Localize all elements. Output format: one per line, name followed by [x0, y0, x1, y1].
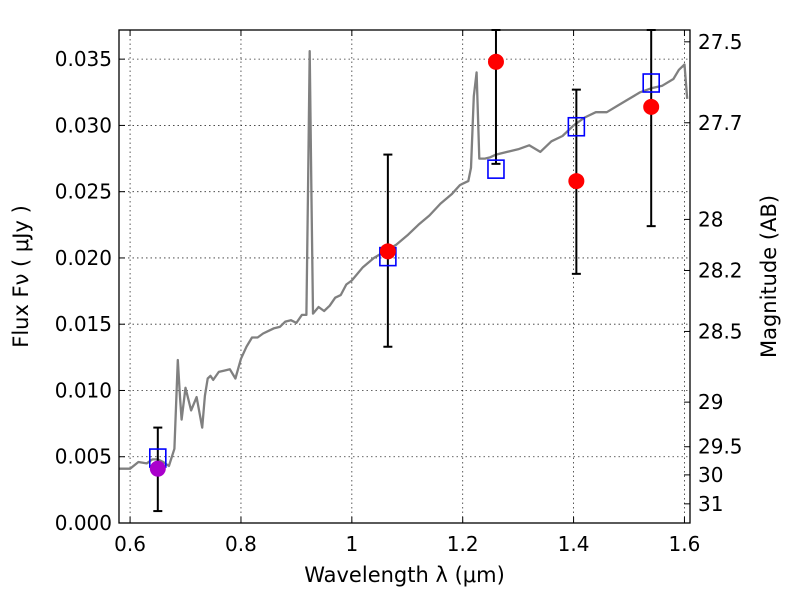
- ticks: 0.6 0.8 1 1.2 1.4 1.6 0.000 0.005 0.010 0.015 0.02…: [55, 30, 743, 556]
- y-axis-right-label: Magnitude (AB): [757, 195, 781, 358]
- y-tick-label: 0.020: [55, 246, 112, 270]
- x-tick-label: 0.6: [114, 532, 146, 556]
- mag-tick-label: 29.5: [698, 435, 743, 459]
- y-axis-label: Flux Fν ( μJy ): [9, 205, 33, 348]
- y-tick-label: 0.010: [55, 378, 112, 402]
- mag-tick-label: 28.5: [698, 319, 743, 343]
- x-tick-label: 1: [345, 532, 358, 556]
- model-square-point: [567, 116, 586, 137]
- y-tick-label: 0.030: [55, 113, 112, 137]
- mag-tick-label: 28.2: [698, 258, 743, 282]
- mag-tick-label: 28: [698, 207, 723, 231]
- grid-lines: [119, 30, 690, 524]
- error-bars: [153, 29, 656, 513]
- observed-data-point: [643, 98, 660, 115]
- y-tick-label: 0.000: [55, 511, 112, 535]
- x-tick-label: 1.6: [669, 532, 701, 556]
- model-square-point: [642, 73, 660, 93]
- spectrum-line: [119, 50, 689, 470]
- x-axis-label: Wavelength λ (μm): [304, 563, 505, 587]
- x-tick-label: 1.2: [447, 532, 479, 556]
- markers: [149, 53, 660, 477]
- x-tick-label: 0.8: [225, 532, 257, 556]
- mag-tick-label: 27.7: [698, 111, 743, 135]
- model-square-point: [487, 159, 505, 179]
- x-tick-label: 1.4: [558, 532, 590, 556]
- spectrum-series: [119, 50, 689, 470]
- mag-tick-label: 30: [698, 463, 723, 487]
- observed-data-point: [487, 53, 504, 70]
- observed-data-point: [568, 173, 585, 190]
- observed-data-point: [149, 460, 166, 477]
- mag-tick-label: 29: [698, 390, 723, 414]
- observed-data-point: [379, 243, 396, 260]
- plot-frame: [118, 29, 691, 524]
- y-tick-label: 0.015: [55, 312, 112, 336]
- mag-tick-label: 31: [698, 492, 723, 516]
- y-tick-label: 0.035: [55, 47, 112, 71]
- y-tick-label: 0.005: [55, 445, 112, 469]
- mag-tick-label: 27.5: [698, 30, 743, 54]
- y-tick-label: 0.025: [55, 180, 112, 204]
